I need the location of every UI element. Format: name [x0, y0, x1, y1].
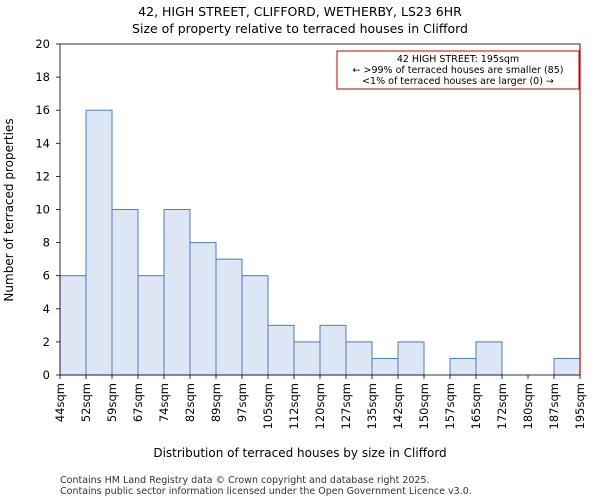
annotation-line1: 42 HIGH STREET: 195sqm — [397, 54, 519, 65]
x-axis-label: Distribution of terraced houses by size … — [153, 446, 446, 460]
y-tick-label-12: 12 — [35, 169, 50, 183]
x-tick-label-74sqm: 74sqm — [157, 383, 171, 422]
y-tick-label-16: 16 — [35, 103, 50, 117]
annotation-frame — [336, 50, 580, 90]
bar-165sqm — [475, 341, 503, 376]
x-tick-label-59sqm: 59sqm — [105, 383, 119, 422]
bar-97sqm — [241, 275, 269, 376]
annotation-line2: ← >99% of terraced houses are smaller (8… — [353, 65, 564, 76]
y-tick-label-2: 2 — [43, 335, 50, 349]
y-tick-label-0: 0 — [43, 368, 50, 382]
bar-82sqm — [189, 242, 217, 376]
x-tick-label-142sqm: 142sqm — [391, 383, 405, 429]
x-ticks-group: 44sqm 52sqm 59sqm 67sqm 74sqm 82sqm 89sqm 97sqm… — [53, 375, 587, 429]
x-tick-label-165sqm: 165sqm — [469, 383, 483, 429]
y-tick-label-4: 4 — [43, 302, 50, 316]
bar-44sqm — [59, 275, 87, 376]
bar-89sqm — [215, 258, 243, 376]
annotation-box: 42 HIGH STREET: 195sqm ← >99% of terrace… — [336, 50, 580, 90]
x-tick-label-180sqm: 180sqm — [521, 383, 535, 429]
bar-59sqm — [111, 209, 139, 376]
bar-127sqm — [345, 341, 373, 376]
x-tick-label-187sqm: 187sqm — [547, 383, 561, 429]
bar-142sqm — [397, 341, 425, 376]
y-tick-label-20: 20 — [35, 37, 50, 51]
x-tick-label-67sqm: 67sqm — [131, 383, 145, 422]
annotation-line3: <1% of terraced houses are larger (0) → — [362, 76, 554, 87]
chart-title-line2: Size of property relative to terraced ho… — [132, 21, 468, 36]
bar-187sqm — [553, 357, 581, 376]
bar-52sqm — [85, 109, 113, 376]
footer-line2: Contains public sector information licen… — [60, 486, 472, 497]
bar-105sqm — [267, 324, 295, 376]
bars-group — [59, 109, 581, 376]
x-tick-label-105sqm: 105sqm — [261, 383, 275, 429]
x-tick-label-135sqm: 135sqm — [365, 383, 379, 429]
y-tick-label-14: 14 — [35, 136, 50, 150]
y-tick-label-18: 18 — [35, 70, 50, 84]
chart-title-line1: 42, HIGH STREET, CLIFFORD, WETHERBY, LS2… — [138, 4, 462, 19]
x-tick-label-52sqm: 52sqm — [79, 383, 93, 422]
bar-157sqm — [449, 357, 477, 376]
x-tick-label-127sqm: 127sqm — [339, 383, 353, 429]
x-tick-label-120sqm: 120sqm — [313, 383, 327, 429]
bar-135sqm — [371, 357, 399, 376]
x-tick-label-172sqm: 172sqm — [495, 383, 509, 429]
x-tick-label-195sqm: 195sqm — [573, 383, 587, 429]
footer-line1: Contains HM Land Registry data © Crown c… — [60, 475, 430, 486]
y-axis-label: Number of terraced properties — [2, 118, 16, 301]
y-tick-label-10: 10 — [35, 203, 50, 217]
bar-112sqm — [293, 341, 321, 376]
y-ticks-group: 0 2 4 6 8 10 12 14 16 18 20 — [35, 37, 60, 382]
bar-67sqm — [137, 275, 165, 376]
bar-120sqm — [319, 324, 347, 376]
x-tick-label-82sqm: 82sqm — [183, 383, 197, 422]
y-tick-label-6: 6 — [43, 269, 50, 283]
y-tick-label-8: 8 — [43, 236, 50, 250]
x-tick-label-157sqm: 157sqm — [443, 383, 457, 429]
x-tick-label-89sqm: 89sqm — [209, 383, 223, 422]
x-tick-label-44sqm: 44sqm — [53, 383, 67, 422]
x-tick-label-97sqm: 97sqm — [235, 383, 249, 422]
x-tick-label-150sqm: 150sqm — [417, 383, 431, 429]
bar-74sqm — [163, 209, 191, 376]
x-tick-label-112sqm: 112sqm — [287, 383, 301, 429]
